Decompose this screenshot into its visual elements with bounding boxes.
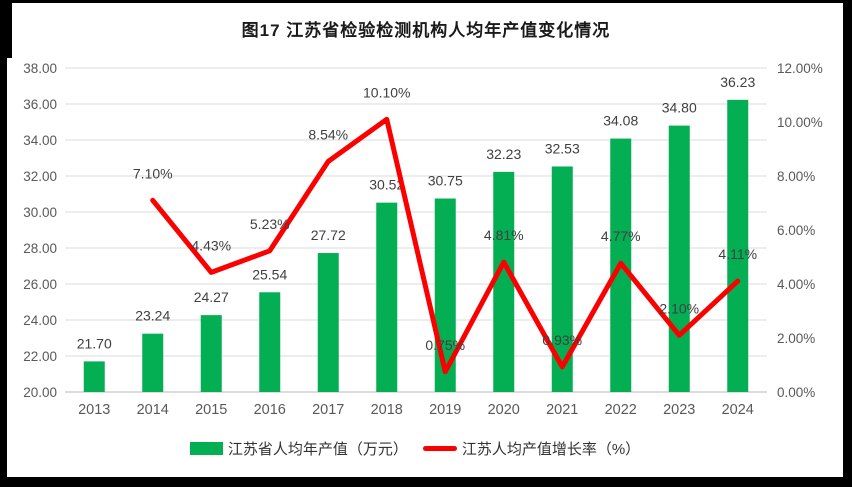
line-point-label: 4.77% (601, 228, 641, 244)
line-point-label: 4.43% (191, 237, 231, 253)
line-point-label: 7.10% (133, 165, 173, 181)
bar-value-label: 27.72 (311, 227, 346, 243)
bar-2014 (142, 333, 164, 392)
line-point-label: 5.23% (250, 216, 290, 232)
x-axis-label: 2018 (371, 402, 403, 418)
bar-value-label: 36.23 (720, 74, 755, 90)
frame-edge-bottom (0, 477, 852, 487)
frame-edge-right (843, 0, 852, 487)
x-axis-label: 2017 (312, 402, 344, 418)
legend-bar-label: 江苏省人均年产值（万元） (227, 441, 408, 458)
bar-value-label: 32.53 (545, 140, 580, 156)
bar-2017 (317, 253, 339, 392)
right-axis-tick-label: 0.00% (777, 385, 815, 400)
line-point-label: 10.10% (363, 84, 410, 100)
bar-value-label: 24.27 (194, 289, 229, 305)
bar-value-label: 34.08 (603, 113, 638, 129)
x-axis-label: 2013 (78, 402, 110, 418)
x-axis-label: 2014 (137, 402, 169, 418)
left-axis-tick-label: 38.00 (23, 61, 57, 76)
x-axis-label: 2015 (195, 402, 227, 418)
bar-value-label: 30.75 (428, 173, 463, 189)
bar-2020 (493, 171, 515, 392)
chart-legend: 江苏省人均年产值（万元） 江苏人均产值增长率（%） (0, 438, 830, 459)
left-axis-tick-label: 28.00 (23, 241, 57, 256)
legend-bar-swatch (189, 442, 223, 455)
x-axis-label: 2020 (488, 402, 520, 418)
right-axis-tick-label: 12.00% (777, 61, 823, 76)
right-axis-tick-label: 2.00% (777, 331, 815, 346)
right-axis-tick-label: 4.00% (777, 277, 815, 292)
left-axis-tick-label: 26.00 (23, 277, 57, 292)
bar-value-label: 34.80 (662, 100, 697, 116)
left-axis-tick-label: 32.00 (23, 169, 57, 184)
x-axis-label: 2021 (546, 402, 578, 418)
bar-2013 (83, 361, 105, 392)
bar-value-label: 32.23 (486, 146, 521, 162)
left-axis-tick-label: 20.00 (23, 385, 57, 400)
bar-value-label: 21.70 (77, 335, 112, 351)
line-point-label: 2.10% (659, 300, 699, 316)
line-point-label: 4.11% (718, 246, 757, 262)
right-axis-tick-label: 6.00% (777, 223, 815, 238)
x-axis-label: 2023 (663, 402, 695, 418)
left-axis-tick-label: 24.00 (23, 313, 57, 328)
right-axis-tick-label: 8.00% (777, 169, 815, 184)
x-axis-label: 2022 (605, 402, 637, 418)
bar-2021 (551, 166, 573, 392)
bar-value-label: 25.54 (252, 266, 287, 282)
bar-2023 (668, 125, 690, 392)
right-axis-tick-label: 10.00% (777, 115, 823, 130)
x-axis-label: 2019 (429, 402, 461, 418)
bar-2016 (259, 292, 281, 392)
growth-rate-line (150, 116, 741, 375)
line-point-label: 0.93% (542, 332, 582, 348)
x-axis-label: 2016 (254, 402, 286, 418)
left-axis-tick-label: 36.00 (23, 97, 57, 112)
bar-value-label: 23.24 (135, 308, 170, 324)
bar-value-label: 30.52 (369, 177, 404, 193)
left-axis-tick-label: 30.00 (23, 205, 57, 220)
line-point-label: 0.75% (425, 337, 465, 353)
frame-edge-left (0, 0, 7, 487)
bar-2015 (200, 315, 222, 392)
left-axis-tick-label: 34.00 (23, 133, 57, 148)
chart-title: 图17 江苏省检验检测机构人均年产值变化情况 (241, 21, 611, 40)
x-axis-label: 2024 (722, 402, 754, 418)
frame-edge-left-mark (0, 0, 12, 58)
legend-line-label: 江苏人均产值增长率（%） (461, 441, 641, 458)
line-point-label: 4.81% (484, 227, 524, 243)
legend-line-swatch (422, 446, 457, 451)
left-axis-tick-label: 22.00 (23, 349, 57, 364)
bar-2024 (727, 99, 749, 393)
frame-edge-top (0, 0, 852, 3)
bar-2018 (376, 202, 398, 392)
line-point-label: 8.54% (308, 126, 348, 142)
